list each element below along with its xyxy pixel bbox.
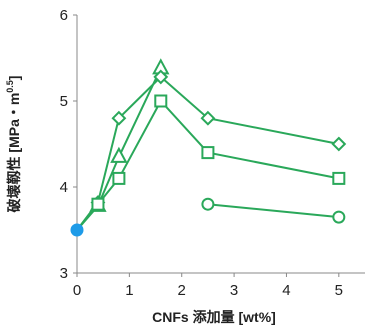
series-diamond <box>76 69 347 231</box>
series-layer <box>70 58 347 237</box>
y-tick-label: 3 <box>60 265 68 282</box>
x-tick-label: 0 <box>73 282 81 299</box>
y-axis-label-close: ] <box>6 76 22 81</box>
axes <box>76 15 365 274</box>
y-tick-label: 4 <box>60 179 68 196</box>
diamond-marker <box>331 136 347 152</box>
square-marker <box>112 171 126 185</box>
x-tick-label: 4 <box>282 282 290 299</box>
diamond-marker <box>111 110 127 126</box>
x-tick-label: 5 <box>335 282 343 299</box>
square-marker <box>332 171 346 185</box>
y-ticks: 3 4 5 6 <box>60 7 77 282</box>
square-marker <box>201 146 215 160</box>
series-triangle <box>76 58 170 231</box>
square-marker <box>91 197 105 211</box>
square-marker <box>154 94 168 108</box>
x-ticks: 0 1 2 3 4 5 <box>73 273 343 299</box>
x-tick-label: 1 <box>125 282 133 299</box>
x-tick-label: 2 <box>178 282 186 299</box>
y-axis-label-exponent: 0.5 <box>5 80 15 93</box>
series-line <box>207 203 339 219</box>
series-square <box>76 94 346 231</box>
diamond-marker <box>200 110 216 126</box>
y-tick-label: 6 <box>60 7 68 24</box>
diamond-marker <box>153 69 169 85</box>
origin-point <box>70 223 84 237</box>
y-axis-label: 破壊靱性 [MPa・m0.5] <box>5 76 22 213</box>
triangle-marker <box>110 146 128 163</box>
x-tick-label: 3 <box>230 282 238 299</box>
y-tick-label: 5 <box>60 93 68 110</box>
circle-marker <box>332 210 346 224</box>
series-circle <box>201 197 346 224</box>
y-axis-label-main: 破壊靱性 [MPa・m <box>6 93 22 213</box>
x-axis-label: CNFs 添加量 [wt%] <box>152 309 276 325</box>
circle-marker <box>201 197 215 211</box>
